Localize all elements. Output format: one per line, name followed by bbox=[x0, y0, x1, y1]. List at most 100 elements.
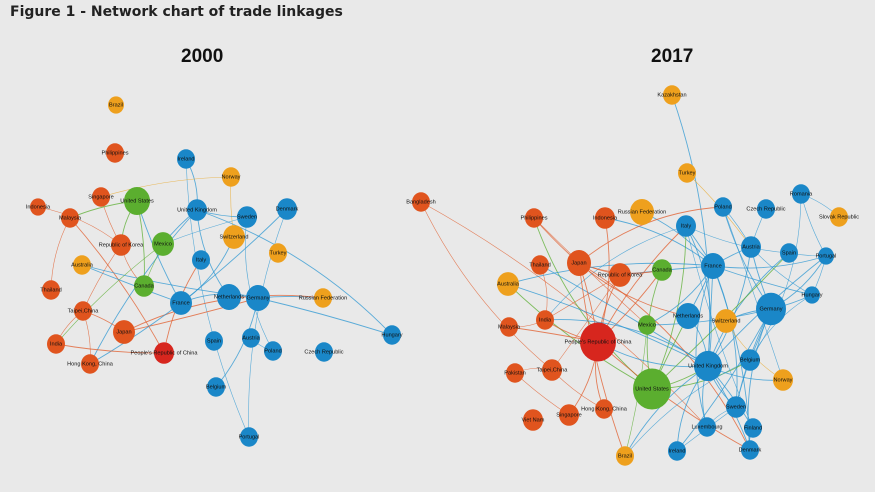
node-slovak-republic: Slovak Republic bbox=[819, 207, 859, 227]
node-circle bbox=[595, 207, 615, 229]
node-label: India bbox=[50, 341, 63, 347]
trade-link bbox=[420, 201, 553, 371]
node-label: Mexico bbox=[638, 322, 656, 328]
node-circle bbox=[187, 199, 207, 221]
node-label: United Kingdom bbox=[688, 363, 728, 369]
node-label: Germany bbox=[759, 306, 782, 312]
node-russian-federation: Russian Federation bbox=[299, 288, 348, 308]
node-united-states: United States bbox=[120, 186, 154, 216]
node-label: Netherlands bbox=[214, 294, 244, 300]
trade-link bbox=[685, 225, 790, 254]
node-united-states: United States bbox=[633, 368, 671, 410]
node-circle bbox=[264, 341, 282, 361]
node-spain: Spain bbox=[205, 331, 223, 351]
node-circle bbox=[595, 399, 613, 419]
trade-link bbox=[69, 217, 165, 354]
node-norway: Norway bbox=[773, 369, 793, 391]
node-label: Russian Federation bbox=[618, 209, 667, 215]
node-label: Poland bbox=[264, 348, 281, 354]
node-label: Romania bbox=[790, 191, 813, 197]
node-canada: Canada bbox=[134, 275, 155, 297]
node-denmark: Denmark bbox=[739, 440, 762, 460]
trade-link bbox=[544, 225, 687, 321]
node-circle bbox=[192, 250, 210, 270]
node-label: Mexico bbox=[154, 241, 172, 247]
node-circle bbox=[536, 310, 554, 330]
node-netherlands: Netherlands bbox=[673, 303, 703, 329]
trade-link bbox=[196, 209, 393, 336]
node-turkey: Turkey bbox=[269, 243, 287, 263]
node-circle bbox=[741, 440, 759, 460]
node-circle bbox=[73, 255, 91, 275]
node-spain: Spain bbox=[780, 243, 798, 263]
node-ireland: Ireland bbox=[668, 441, 686, 461]
node-circle bbox=[269, 243, 287, 263]
trade-link bbox=[245, 216, 274, 352]
trade-link bbox=[712, 255, 827, 269]
node-label: Japan bbox=[116, 329, 131, 335]
node-circle bbox=[678, 163, 696, 183]
node-label: Ireland bbox=[668, 448, 685, 454]
node-label: Norway bbox=[774, 377, 793, 383]
node-label: India bbox=[539, 317, 552, 323]
node-label: Italy bbox=[681, 223, 691, 229]
node-label: Czech Republic bbox=[304, 349, 343, 355]
node-circle bbox=[638, 315, 656, 335]
node-hungary: Hungary bbox=[801, 286, 823, 304]
node-circle bbox=[30, 198, 46, 216]
node-label: Australia bbox=[71, 262, 94, 268]
node-circle bbox=[497, 272, 519, 296]
node-label: Spain bbox=[207, 338, 221, 344]
node-poland: Poland bbox=[264, 341, 282, 361]
trade-link bbox=[507, 283, 709, 367]
node-sweden: Sweden bbox=[726, 396, 746, 418]
node-label: Philippines bbox=[101, 150, 128, 156]
node-kazakhstan: Kazakhstan bbox=[657, 85, 687, 105]
node-bangladesh: Bangladesh bbox=[406, 192, 436, 212]
trade-link bbox=[578, 262, 751, 451]
node-label: Pakistan bbox=[504, 370, 525, 376]
node-label: United States bbox=[120, 198, 154, 204]
node-denmark: Denmark bbox=[276, 198, 299, 220]
trade-link bbox=[676, 308, 772, 452]
node-label: Russian Federation bbox=[299, 295, 348, 301]
node-circle bbox=[773, 369, 793, 391]
node-thailand: Thailand bbox=[40, 280, 62, 300]
node-label: Netherlands bbox=[673, 313, 703, 319]
node-finland: Finland bbox=[744, 418, 762, 438]
node-czech-republic: Czech Republic bbox=[304, 342, 344, 362]
node-label: Portugal bbox=[816, 253, 837, 259]
node-brazil: Brazil bbox=[108, 96, 124, 114]
node-circle bbox=[652, 259, 672, 281]
node-malaysia: Malaysia bbox=[59, 208, 82, 228]
trade-link bbox=[81, 264, 182, 304]
trade-link bbox=[624, 359, 751, 457]
node-label: Slovak Republic bbox=[819, 214, 859, 220]
node-label: Brazil bbox=[618, 453, 632, 459]
trade-link bbox=[544, 319, 709, 367]
node-italy: Italy bbox=[192, 250, 210, 270]
node-circle bbox=[506, 363, 524, 383]
node-romania: Romania bbox=[790, 184, 813, 204]
node-label: Hungary bbox=[801, 292, 822, 298]
node-circle bbox=[240, 427, 258, 447]
node-circle bbox=[698, 417, 716, 437]
node-russian-federation: Russian Federation bbox=[618, 199, 667, 225]
node-label: Singapore bbox=[88, 194, 114, 200]
trade-link bbox=[507, 262, 714, 285]
node-circle bbox=[744, 418, 762, 438]
node-label: United States bbox=[635, 386, 669, 392]
node-malaysia: Malaysia bbox=[498, 317, 521, 337]
trade-link bbox=[749, 193, 802, 361]
node-circle bbox=[61, 208, 79, 228]
node-circle bbox=[567, 250, 591, 276]
node-circle bbox=[580, 322, 616, 362]
trade-link bbox=[257, 297, 393, 336]
node-circle bbox=[152, 232, 174, 256]
trade-link bbox=[100, 176, 232, 198]
node-taipei-china: Taipei,China bbox=[68, 301, 99, 321]
node-circle bbox=[81, 354, 99, 374]
node-indonesia: Indonesia bbox=[593, 207, 618, 229]
panel-title-2017: 2017 bbox=[651, 46, 694, 67]
